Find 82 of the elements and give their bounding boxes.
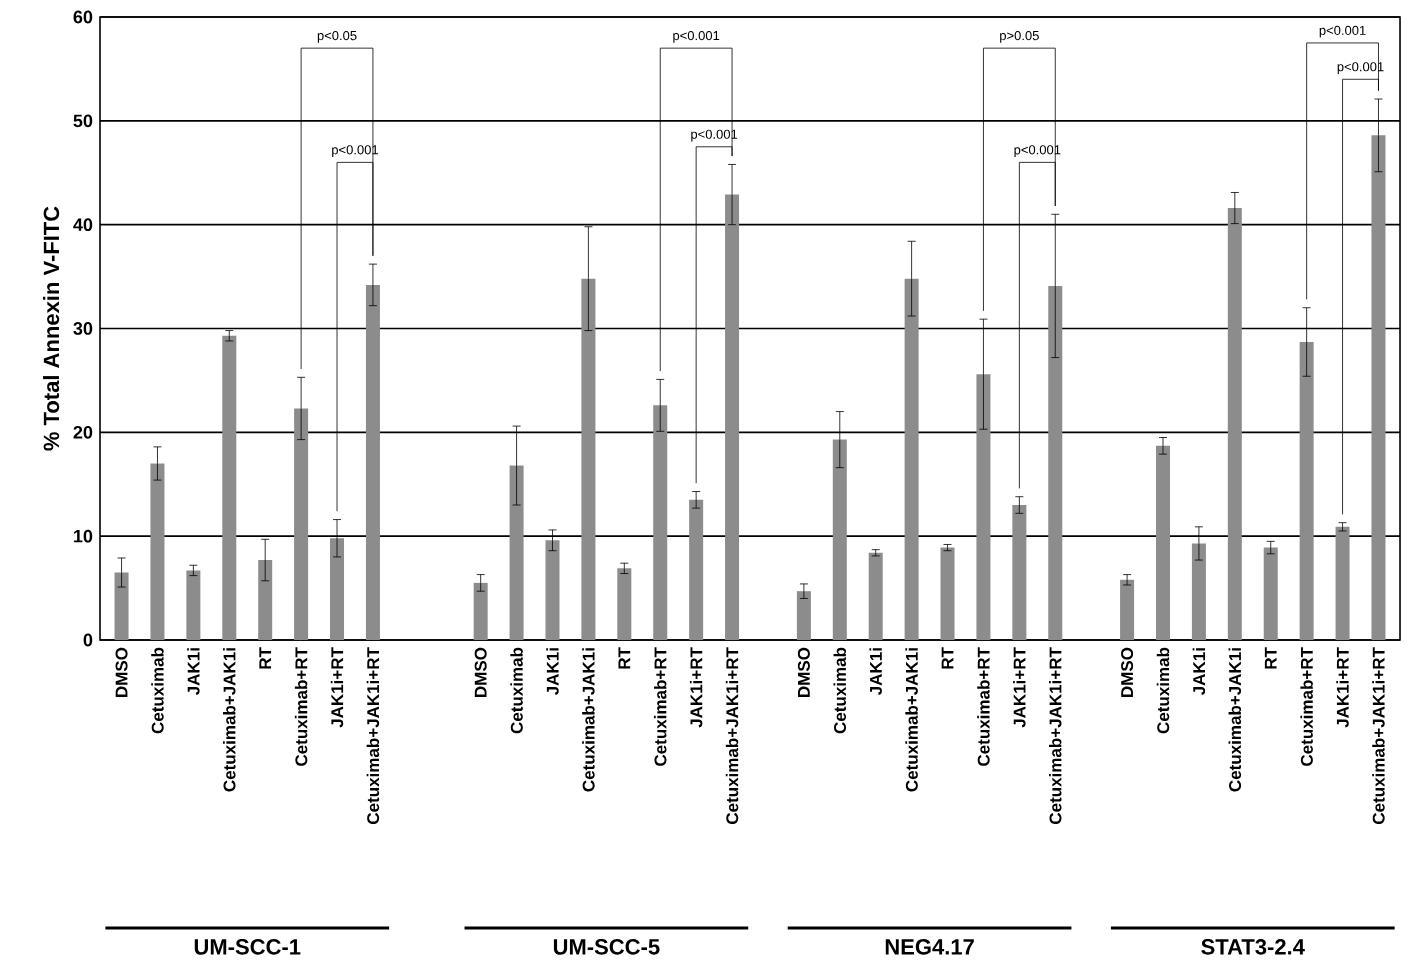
x-tick-label: Cetuximab+RT xyxy=(977,647,990,766)
x-tick-label: Cetuximab+JAK1i+RT xyxy=(1372,647,1385,824)
bar xyxy=(258,560,273,640)
text: UM-SCC-5 xyxy=(553,939,660,955)
x-tick-label: JAK1i xyxy=(869,648,882,695)
bar xyxy=(114,572,129,640)
x-tick-label: Cetuximab+JAK1i xyxy=(1228,648,1242,792)
bar xyxy=(796,591,811,640)
annotation: p<0.001 xyxy=(1319,25,1366,38)
bar xyxy=(868,552,883,640)
y-tick-label: 0 xyxy=(83,633,93,647)
bar xyxy=(581,278,596,640)
bar xyxy=(689,499,704,640)
x-tick-label: Cetuximab+RT xyxy=(1300,647,1313,766)
text: UM-SCC-1 xyxy=(194,939,301,955)
bar xyxy=(545,540,560,640)
x-tick-label: Cetuximab+RT xyxy=(294,647,308,766)
bar xyxy=(473,582,488,640)
bar xyxy=(832,439,847,640)
x-tick-label: Cetuximab+JAK1i+RT xyxy=(366,647,380,824)
x-tick-label: Cetuximab xyxy=(151,647,164,734)
bar xyxy=(617,568,632,640)
bar xyxy=(1191,543,1206,640)
bar xyxy=(940,547,955,640)
y-axis-title: % Total Annexin V-FITC xyxy=(43,206,60,451)
x-tick-label: RT xyxy=(259,647,272,669)
x-tick-label: Cetuximab+JAK1i xyxy=(905,648,918,792)
bar xyxy=(186,570,201,640)
annotation: p>0.05 xyxy=(1000,30,1039,43)
bar xyxy=(222,335,237,640)
bar xyxy=(1371,135,1386,640)
x-tick-label: DMSO xyxy=(115,647,128,697)
x-tick-label: Cetuximab+JAK1i xyxy=(582,648,595,792)
bar xyxy=(653,405,668,640)
bar xyxy=(976,374,991,640)
y-tick-label: 40 xyxy=(73,218,93,232)
bar xyxy=(725,194,740,640)
y-tick-label: 50 xyxy=(73,114,93,128)
bar xyxy=(1263,547,1278,640)
x-tick-label: JAK1i+RT xyxy=(330,647,344,728)
x-tick-label: RT xyxy=(941,647,954,669)
x-tick-label: Cetuximab+JAK1i+RT xyxy=(1049,647,1062,824)
y-tick-label: 10 xyxy=(74,529,93,543)
bar xyxy=(1156,445,1170,640)
x-tick-label: Cetuximab xyxy=(1156,647,1170,734)
y-tick-label: 30 xyxy=(73,322,93,335)
x-tick-label: JAK1i xyxy=(1192,648,1206,695)
y-tick-label: 20 xyxy=(73,425,93,439)
bar xyxy=(150,463,165,640)
x-tick-label: Cetuximab+JAK1i+RT xyxy=(725,647,739,824)
annotation: p<0.001 xyxy=(332,145,379,157)
annotation: p<0.001 xyxy=(691,129,738,142)
x-tick-label: JAK1i xyxy=(546,648,559,695)
bar xyxy=(509,465,524,640)
bar xyxy=(1048,285,1063,640)
text: NEG4.17 xyxy=(885,939,974,955)
x-tick-label: Cetuximab+RT xyxy=(653,647,667,766)
x-tick-label: DMSO xyxy=(1121,647,1134,697)
bar xyxy=(1335,526,1350,640)
annotation: p<0.05 xyxy=(317,30,357,43)
bar xyxy=(294,408,309,640)
bar xyxy=(1012,505,1027,640)
bar xyxy=(1120,579,1135,640)
bar xyxy=(365,284,380,640)
x-tick-label: Cetuximab xyxy=(510,647,523,734)
x-tick-label: JAK1i+RT xyxy=(1013,647,1026,728)
x-tick-label: RT xyxy=(1264,647,1277,669)
x-tick-label: Cetuximab+JAK1i xyxy=(223,648,236,792)
x-tick-label: JAK1i+RT xyxy=(1336,647,1349,728)
annotation: p<0.001 xyxy=(673,30,720,43)
x-tick-label: DMSO xyxy=(474,647,487,697)
text: STAT3-2.4 xyxy=(1201,939,1305,955)
x-tick-label: JAK1i xyxy=(187,648,200,695)
bar xyxy=(1227,208,1242,640)
x-tick-label: Cetuximab xyxy=(833,647,847,734)
x-tick-label: JAK1i+RT xyxy=(689,647,703,728)
bar xyxy=(904,278,919,640)
x-tick-label: RT xyxy=(618,647,631,669)
y-tick-label: 60 xyxy=(73,10,93,24)
bar xyxy=(1299,342,1314,640)
x-tick-label: DMSO xyxy=(797,647,810,697)
bar xyxy=(330,538,345,640)
